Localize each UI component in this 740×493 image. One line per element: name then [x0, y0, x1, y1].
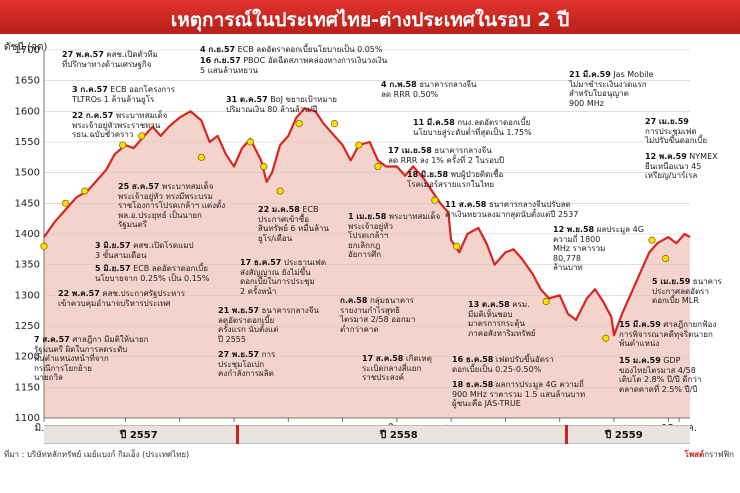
y-tick-label: 1700	[15, 45, 40, 56]
event-point	[119, 141, 127, 149]
annotation: 17 เม.ย.58 ธนาคารกลางจีน ลด RRR ลง 1% คร…	[388, 146, 505, 165]
annotation: 15 มี.ค.59 ศาลฎีกายกฟ้อง การพิจารณาคดีทุ…	[619, 320, 717, 349]
annotation: 18 ธ.ค.58 ผลการประมูล 4G ความถี่ 900 MHz…	[452, 380, 586, 409]
title-bar	[0, 0, 740, 34]
annotation: 27 เม.ย.59 การประชุมเฟด ไม่ปรับขึ้นดอกเบ…	[645, 117, 708, 146]
annotation: 3 ก.ค.57 ECB ออกโครงการ TLTROs 1 ล้านล้า…	[72, 85, 175, 104]
event-point	[197, 153, 206, 161]
annotation: 4 ก.พ.58 ธนาคารกลางจีน ลด RRR 0.50%	[381, 80, 477, 99]
y-tick-label: 1400	[15, 229, 40, 240]
y-tick-label: 1250	[15, 321, 40, 332]
annotation: 7 ส.ค.57 ศาลฎีกา มีมติให้นายก รัฐมนตรี ผ…	[34, 335, 149, 383]
event-point	[260, 162, 268, 171]
event-point	[138, 132, 146, 140]
annotation: 31 ต.ค.57 BoJ ขยายเป้าหมาย ปริมาณเงิน 80…	[226, 95, 337, 114]
annotation: 16 ธ.ค.58 เฟดปรับขึ้นอัตรา ดอกเบี้ยเป็น …	[452, 355, 554, 374]
annotation: ก.ค.58 กลุ่มธนาคาร รายงานกำไรสุทธิ ไตรมา…	[340, 296, 416, 334]
event-point	[81, 187, 89, 195]
year-divider	[565, 425, 568, 444]
y-tick-label: 1600	[15, 106, 40, 117]
annotation: 15 ม.ค.59 GDP ของไทยไตรมาส 4/58 เติบโต 2…	[619, 356, 702, 394]
event-point	[276, 187, 284, 195]
annotation: 16 ก.ย.57 PBOC อัดฉีดสภาพคล่องทางการเงิน…	[200, 56, 388, 75]
y-tick-label: 1650	[15, 76, 40, 87]
graphic-credit: โพสต์กราฟฟิก	[684, 450, 734, 459]
annotation: 12 พ.ย.58 ผลประมูล 4G ความถี่ 1800 MHz ร…	[553, 225, 644, 273]
y-tick-label: 1300	[15, 290, 40, 301]
annotation: 11 ส.ค.58 ธนาคารกลางจีนปรับลด ค่าเงินหยว…	[445, 200, 579, 219]
page-title: เหตุการณ์ในประเทศไทย-ต่างประเทศในรอบ 2 ป…	[170, 9, 570, 31]
event-point	[295, 120, 303, 128]
annotation: 1 เม.ย.58 พระบาทสมเด็จ พระเจ้าอยู่หัว โป…	[348, 212, 441, 260]
annotation: 17 ส.ค.58 เกิดเหตุ ระเบิดกลางสี่แยก ราชป…	[362, 354, 432, 383]
annotation: 3 มิ.ย.57 คสช.เปิดโรดแมป 3 ขั้นสามเดือน	[95, 241, 194, 260]
event-point	[542, 297, 550, 306]
event-point	[246, 138, 254, 146]
event-point	[602, 334, 610, 342]
event-point	[431, 196, 439, 204]
annotation: 11 มี.ค.58 กนง.ลดอัตราดอกเบี้ย นโยบายสู่…	[413, 118, 532, 137]
y-tick-label: 1550	[15, 137, 40, 148]
annotation: 4 ก.ย.57 ECB ลดอัตราดอกเบี้ยนโยบายเป็น 0…	[200, 45, 383, 54]
y-axis-label: ดัชนี (จุด)	[4, 42, 48, 53]
annotation: 12 พ.ค.59 NYMEX ยืนเหนือแนว 45 เหรียญ/บา…	[645, 152, 718, 181]
event-point	[648, 236, 656, 244]
annotation: 27 พ.ย.57 การ ประชุมโอเปก คงกำลังการผลิต	[218, 350, 276, 379]
annotation: 21 มี.ค.59 Jas Mobile ไม่มาชำระเงินงวดแร…	[569, 70, 654, 108]
event-point	[355, 141, 363, 149]
event-point	[40, 242, 48, 250]
y-tick-label: 1500	[15, 168, 40, 179]
annotation: 5 มิ.ย.57 ECB ลดอัตราดอกเบี้ย นโยบายจาก …	[95, 264, 210, 283]
event-point	[62, 199, 70, 207]
annotation: 22 ม.ค.58 ECB ประกาศเข้าซื้อ สินทรัพย์ 6…	[258, 205, 329, 243]
source-note: ที่มา : บริษัทหลักทรัพย์ เมย์แบงก์ กิมเอ…	[4, 450, 190, 459]
y-tick-label: 1100	[15, 413, 40, 424]
annotation: 22 พ.ค.57 คสช.ประกาศรัฐประหาร เข้าควบคุม…	[58, 289, 186, 308]
event-point	[661, 254, 670, 263]
annotation: 18 มิ.ย.58 พบผู้ป่วยติดเชื้อ โรคเมอร์สรา…	[407, 170, 504, 189]
index-chart: 1100 1150 1200 1250 1300 1350 1400 1450 1500 1550…	[15, 45, 697, 434]
y-tick-label: 1450	[15, 198, 40, 209]
year-label: ปี 2558	[380, 430, 418, 441]
event-point	[330, 120, 339, 128]
series-area	[44, 108, 690, 419]
annotation: 22 ก.ค.57 พระบาทสมเด็จ พระเจ้าอยู่หัวพระ…	[72, 111, 168, 140]
annotation: 5 เม.ย.59 ธนาคาร ประกาศลดอัตรา ดอกเบี้ย …	[652, 277, 722, 306]
annotation: 27 พ.ค.57 คสช.เปิดตัวทีม ที่ปรึกษาทางด้า…	[62, 50, 158, 69]
year-label: ปี 2557	[120, 430, 158, 441]
annotation: 17 ธ.ค.57 ประธานเฟด ส่งสัญญาณ ยังไม่ขึ้น…	[240, 258, 327, 296]
annotation: 13 ต.ค.58 ครม. มีมติเห็นชอบ มาตรการกระตุ…	[468, 300, 536, 338]
y-tick-label: 1150	[15, 382, 40, 393]
annotation: 25 ส.ค.57 พระบาทสมเด็จ พระเจ้าอยู่หัว ทร…	[118, 182, 226, 230]
year-label: ปี 2559	[605, 430, 643, 441]
y-tick-label: 1350	[15, 260, 40, 271]
year-divider	[236, 425, 239, 444]
year-bar	[44, 425, 690, 444]
series-line	[43, 107, 691, 337]
event-point	[374, 162, 382, 171]
event-point	[452, 242, 461, 250]
annotation: 21 พ.ย.57 ธนาคารกลางจีน ลดอัตราดอกเบี้ย …	[218, 306, 319, 344]
y-tick-label: 1200	[15, 352, 40, 363]
